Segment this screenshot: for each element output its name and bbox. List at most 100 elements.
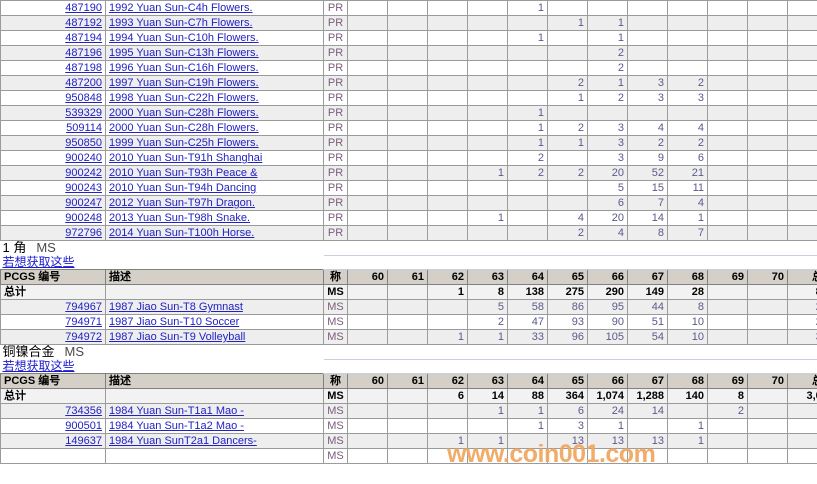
coin-description-link[interactable]: 1984 Yuan SunT2a1 Dancers- [109,435,257,447]
coin-description-link[interactable]: 1996 Yuan Sun-C16h Flowers. [109,62,259,74]
coin-description-link[interactable]: 2000 Yuan Sun-C28h Flowers. [109,122,259,134]
header-description[interactable]: 描述 [105,269,324,285]
pcgs-number-link[interactable]: 149637 [65,435,102,447]
pcgs-number-cell[interactable]: 487194 [0,30,106,46]
coin-description-link[interactable]: 1987 Jiao Sun-T10 Soccer [109,316,240,328]
coin-description-link[interactable]: 2010 Yuan Sun-T93h Peace & [109,167,258,179]
coin-description-link[interactable]: 1998 Yuan Sun-C22h Flowers. [109,92,259,104]
header-grade-66[interactable]: 66 [587,373,628,389]
header-grade-65[interactable]: 65 [547,269,588,285]
pcgs-number-link[interactable]: 487200 [65,77,102,89]
coin-description-link[interactable]: 2010 Yuan Sun-T94h Dancing [109,182,257,194]
header-grade-65[interactable]: 65 [547,373,588,389]
pcgs-number-cell[interactable]: 509114 [0,120,106,136]
header-grade-62[interactable]: 62 [427,373,468,389]
coin-description-link[interactable]: 1987 Jiao Sun-T8 Gymnast [109,301,243,313]
pcgs-number-cell[interactable]: 900243 [0,180,106,196]
coin-description-link[interactable]: 2000 Yuan Sun-C28h Flowers. [109,107,259,119]
coin-description-link[interactable]: 2014 Yuan Sun-T100h Horse. [109,227,255,239]
coin-description-cell[interactable]: 1984 Yuan SunT2a1 Dancers- [105,433,324,449]
pcgs-number-cell[interactable]: 972796 [0,225,106,241]
coin-description-cell[interactable]: 2012 Yuan Sun-T97h Dragon. [105,195,324,211]
pcgs-number-cell[interactable] [0,448,106,464]
pcgs-number-link[interactable]: 509114 [66,122,102,134]
coin-description-link[interactable]: 1993 Yuan Sun-C7h Flowers. [109,17,253,29]
header-grade-68[interactable]: 68 [667,373,708,389]
pcgs-number-cell[interactable]: 794972 [0,329,106,345]
pcgs-number-link[interactable]: 487194 [65,32,102,44]
header-grade-70[interactable]: 70 [747,373,788,389]
pcgs-number-cell[interactable]: 900501 [0,418,106,434]
coin-description-link[interactable]: 2012 Yuan Sun-T97h Dragon. [109,197,255,209]
coin-description-cell[interactable]: 1984 Yuan Sun-T1a1 Mao - [105,403,324,419]
coin-description-cell[interactable]: 2000 Yuan Sun-C28h Flowers. [105,105,324,121]
pcgs-number-cell[interactable]: 487192 [0,15,106,31]
coin-description-cell[interactable]: 2010 Yuan Sun-T93h Peace & [105,165,324,181]
header-grade-69[interactable]: 69 [707,373,748,389]
coin-description-cell[interactable]: 1987 Jiao Sun-T9 Volleyball [105,329,324,345]
pcgs-number-cell[interactable]: 900240 [0,150,106,166]
coin-description-link[interactable]: 1984 Yuan Sun-T1a2 Mao - [109,420,244,432]
coin-description-cell[interactable]: 1999 Yuan Sun-C25h Flowers. [105,135,324,151]
coin-description-cell[interactable]: 1998 Yuan Sun-C22h Flowers. [105,90,324,106]
group-info-link-cell[interactable]: 若想获取这些 [0,255,324,270]
coin-description-link[interactable]: 1999 Yuan Sun-C25h Flowers. [109,137,259,149]
coin-description-cell[interactable]: 1992 Yuan Sun-C4h Flowers. [105,0,324,16]
pcgs-number-cell[interactable]: 900248 [0,210,106,226]
pcgs-number-link[interactable]: 794967 [65,301,102,313]
pcgs-number-cell[interactable]: 794967 [0,299,106,315]
pcgs-number-link[interactable]: 972796 [65,227,102,239]
coin-description-cell[interactable]: 1995 Yuan Sun-C13h Flowers. [105,45,324,61]
pcgs-number-cell[interactable]: 539329 [0,105,106,121]
pcgs-number-cell[interactable]: 487200 [0,75,106,91]
header-grade-64[interactable]: 64 [507,269,548,285]
coin-description-cell[interactable] [105,448,324,464]
pcgs-number-cell[interactable]: 950848 [0,90,106,106]
coin-description-link[interactable]: 2013 Yuan Sun-T98h Snake. [109,212,251,224]
header-grade-67[interactable]: 67 [627,373,668,389]
header-grade-70[interactable]: 70 [747,269,788,285]
pcgs-number-link[interactable]: 900247 [65,197,102,209]
coin-description-cell[interactable]: 1994 Yuan Sun-C10h Flowers. [105,30,324,46]
coin-description-link[interactable]: 2010 Yuan Sun-T91h Shanghai [109,152,263,164]
coin-description-cell[interactable]: 2014 Yuan Sun-T100h Horse. [105,225,324,241]
coin-description-cell[interactable]: 1987 Jiao Sun-T8 Gymnast [105,299,324,315]
pcgs-number-link[interactable]: 794972 [65,331,102,343]
pcgs-number-link[interactable]: 900248 [65,212,102,224]
coin-description-cell[interactable]: 2010 Yuan Sun-T94h Dancing [105,180,324,196]
coin-description-cell[interactable]: 1987 Jiao Sun-T10 Soccer [105,314,324,330]
pcgs-number-link[interactable]: 487190 [65,2,102,14]
pcgs-number-cell[interactable]: 487190 [0,0,106,16]
header-grade-64[interactable]: 64 [507,373,548,389]
pcgs-number-link[interactable]: 487198 [65,62,102,74]
header-grade-61[interactable]: 61 [387,373,428,389]
pcgs-number-link[interactable]: 900501 [65,420,102,432]
header-grade-61[interactable]: 61 [387,269,428,285]
pcgs-number-link[interactable]: 950848 [65,92,102,104]
coin-description-cell[interactable]: 1996 Yuan Sun-C16h Flowers. [105,60,324,76]
header-pcgs-number[interactable]: PCGS 编号 [0,373,106,389]
pcgs-number-link[interactable]: 487192 [65,17,102,29]
pcgs-number-link[interactable]: 900242 [65,167,102,179]
coin-description-cell[interactable]: 1993 Yuan Sun-C7h Flowers. [105,15,324,31]
pcgs-number-link[interactable]: 539329 [65,107,102,119]
header-grade-type[interactable]: 称 [323,269,348,285]
header-grade-69[interactable]: 69 [707,269,748,285]
header-pcgs-number[interactable]: PCGS 编号 [0,269,106,285]
coin-description-link[interactable]: 1987 Jiao Sun-T9 Volleyball [109,331,246,343]
group-info-link[interactable]: 若想获取这些 [2,255,75,269]
coin-description-link[interactable]: 1997 Yuan Sun-C19h Flowers. [109,77,259,89]
coin-description-link[interactable]: 1992 Yuan Sun-C4h Flowers. [109,2,253,14]
group-info-link[interactable]: 若想获取这些 [2,359,75,373]
pcgs-number-link[interactable]: 734356 [65,405,102,417]
coin-description-cell[interactable]: 2000 Yuan Sun-C28h Flowers. [105,120,324,136]
header-grade-60[interactable]: 60 [347,373,388,389]
pcgs-number-link[interactable]: 900240 [65,152,102,164]
header-grade-63[interactable]: 63 [467,269,508,285]
pcgs-number-cell[interactable]: 950850 [0,135,106,151]
pcgs-number-cell[interactable]: 149637 [0,433,106,449]
coin-description-link[interactable]: 1984 Yuan Sun-T1a1 Mao - [109,405,244,417]
coin-description-link[interactable]: 1995 Yuan Sun-C13h Flowers. [109,47,259,59]
pcgs-number-link[interactable]: 487196 [65,47,102,59]
header-grade-68[interactable]: 68 [667,269,708,285]
